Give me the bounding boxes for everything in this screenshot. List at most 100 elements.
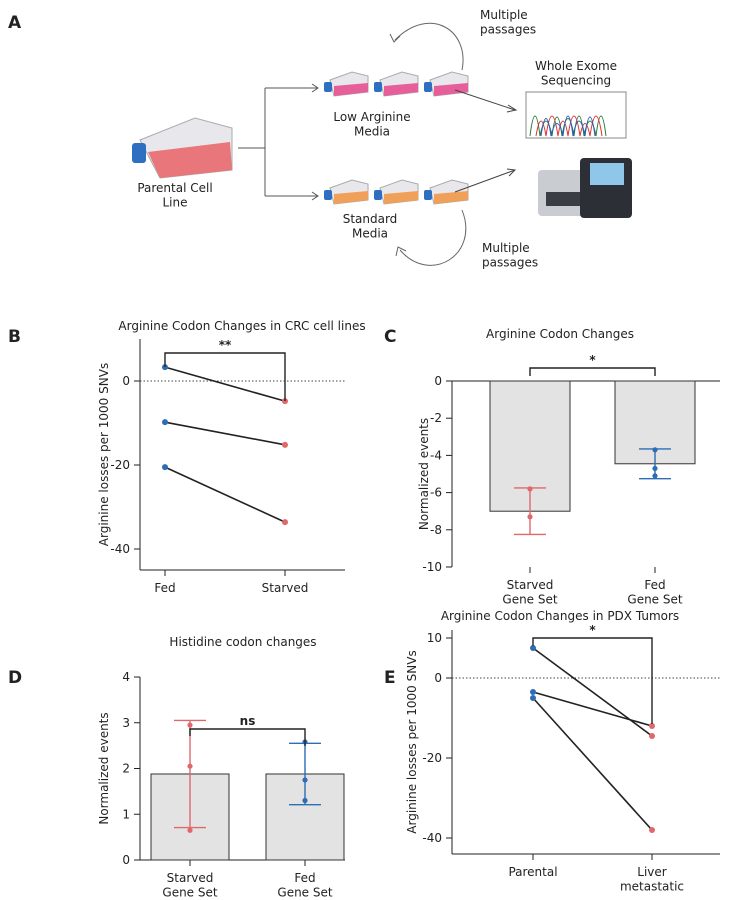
point [530,695,536,701]
point [162,464,168,471]
low-arginine-flasks [324,71,469,97]
y-tick-label: 1 [122,807,130,821]
y-axis-label: Normalized events [97,712,111,824]
charts: B Arginine Codon Changes in CRC cell line… [8,319,720,899]
low-media-label: Low Arginine Media [333,110,410,138]
significance-bracket [532,637,653,724]
significance-bracket [529,367,656,376]
point [187,763,193,769]
standard-flasks [324,179,469,205]
significance-label: ** [219,338,232,352]
x-tick-label: Starved [262,581,309,595]
y-tick-label: 0 [122,853,130,867]
point [527,486,533,492]
pair-line [164,421,286,446]
point [302,777,308,783]
y-tick-label: 4 [122,670,130,684]
y-tick-label: 3 [122,716,130,730]
arrowhead [395,246,407,257]
point [530,689,536,695]
panel-label: B [8,327,21,347]
y-axis-label: Arginine losses per 1000 SNVs [97,363,111,546]
point [302,797,308,804]
chart-title: Histidine codon changes [169,635,316,649]
point [187,722,193,728]
point [530,645,536,651]
chromatogram [525,91,627,139]
y-tick-label: 0 [434,374,442,388]
y-tick-label: 10 [427,631,442,645]
x-tick-label: Fed Gene Set [277,871,332,899]
passages-label: Multiple passages [482,241,538,269]
y-tick-label: -4 [430,448,442,462]
pair-line [532,691,653,727]
parental-flask [132,117,233,179]
y-tick-label: -10 [422,560,442,574]
point [282,398,288,405]
y-tick-label: -20 [422,751,442,765]
arrowhead [506,104,518,177]
chart-title: Arginine Codon Changes [486,327,634,341]
point [649,723,655,729]
y-axis-label: Arginine losses per 1000 SNVs [405,650,419,833]
passages-label: Multiple passages [480,8,536,36]
point [162,364,168,371]
significance-bracket [189,728,306,746]
point [527,514,533,520]
y-tick-label: 0 [122,374,130,388]
point [187,827,193,833]
loop-arrow [399,209,467,266]
x-tick-label: Parental [508,865,557,879]
point [162,419,168,426]
branch-arrows [311,83,319,201]
trace [540,115,596,137]
y-tick-label: -20 [110,458,130,472]
point [649,827,655,833]
error-bar [174,719,206,829]
x-tick-label: Fed Gene Set [627,578,682,606]
arrowhead [389,33,401,43]
point [649,733,655,739]
panel-label: D [8,668,22,688]
panel-label: E [384,668,396,688]
point [652,473,658,479]
significance-bracket [164,352,286,401]
trace [529,115,607,137]
point [652,447,658,453]
pair-line [532,647,653,737]
trace [535,115,603,137]
y-tick-label: 0 [434,671,442,685]
significance-label: ns [240,714,256,728]
chart-title: Arginine Codon Changes in CRC cell lines [118,319,365,333]
panel-label: A [8,13,22,33]
pair-line [164,366,286,402]
x-tick-label: Starved Gene Set [502,578,557,606]
y-tick-label: -8 [430,523,442,537]
output-arrows [454,89,516,193]
y-tick-label: -40 [422,831,442,845]
x-tick-label: Fed [154,581,175,595]
point [282,519,288,526]
point [282,441,288,448]
y-axis-label: Normalized events [417,418,431,530]
x-tick-label: Starved Gene Set [162,871,217,899]
significance-label: * [589,353,596,367]
y-tick-label: -2 [430,411,442,425]
y-tick-label: -40 [110,542,130,556]
pair-line [164,466,286,523]
y-tick-label: -6 [430,486,442,500]
chart-title: Arginine Codon Changes in PDX Tumors [441,609,679,623]
y-tick-label: 2 [122,762,130,776]
branch-lines [238,87,318,197]
sequencer [538,158,632,218]
parental-label: Parental Cell Line [137,181,212,209]
pair-line [532,697,653,831]
diagram: A Parental Cell Line Low Arginine Media St… [8,8,632,269]
loop-arrow [394,22,464,71]
x-tick-label: Liver metastatic [620,865,684,893]
panel-label: C [384,327,396,347]
significance-label: * [589,623,596,637]
sequencing-label: Whole Exome Sequencing [535,59,617,87]
point [652,465,658,472]
